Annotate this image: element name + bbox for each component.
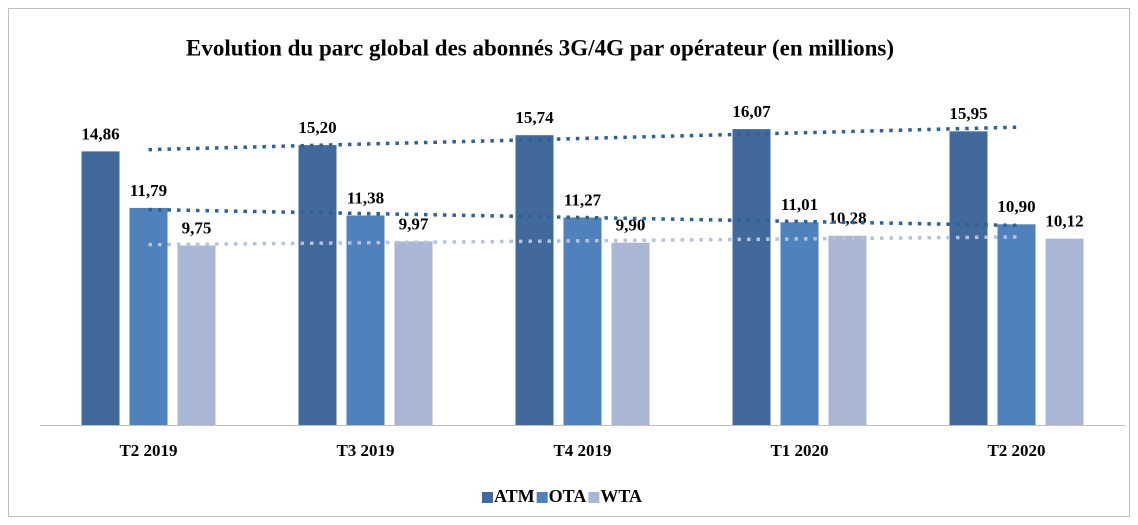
chart-title: Evolution du parc global des abonnés 3G/… xyxy=(186,35,894,60)
bar xyxy=(346,215,385,425)
data-label: 15,20 xyxy=(298,118,336,137)
legend-swatch xyxy=(536,492,548,503)
data-label: 10,90 xyxy=(997,197,1035,216)
bar xyxy=(949,131,988,426)
trendline xyxy=(148,207,1017,228)
data-label: 11,79 xyxy=(130,181,167,200)
bar xyxy=(611,242,650,425)
legend-label: ATM xyxy=(494,486,535,506)
data-label: 14,86 xyxy=(81,124,119,143)
data-label: 11,27 xyxy=(564,190,602,209)
x-tick-label: T1 2020 xyxy=(770,441,828,460)
bar xyxy=(1045,238,1084,425)
trendline xyxy=(148,125,1017,152)
data-label: 9,97 xyxy=(399,214,429,233)
data-label: 9,90 xyxy=(616,216,646,235)
data-label: 11,38 xyxy=(347,188,384,207)
bar xyxy=(81,151,120,425)
legend-label: OTA xyxy=(549,486,587,506)
bar xyxy=(732,129,771,426)
x-tick-label: T4 2019 xyxy=(553,441,611,460)
bar xyxy=(563,217,602,425)
bar xyxy=(997,224,1036,425)
trendline xyxy=(148,235,1017,247)
bar xyxy=(129,207,168,425)
data-label: 10,12 xyxy=(1045,212,1083,231)
bar xyxy=(515,135,554,425)
bar xyxy=(780,222,819,425)
bar xyxy=(177,245,216,425)
bar xyxy=(828,235,867,425)
bar xyxy=(394,241,433,425)
x-tick-label: T2 2020 xyxy=(987,441,1045,460)
legend-swatch xyxy=(482,492,493,503)
data-label: 15,74 xyxy=(515,108,554,127)
data-label: 15,95 xyxy=(949,104,987,123)
data-label: 9,75 xyxy=(182,218,212,237)
data-label: 11,01 xyxy=(781,195,818,214)
legend-swatch xyxy=(588,492,600,503)
legend-label: WTA xyxy=(600,486,642,506)
bar xyxy=(298,145,337,425)
x-tick-label: T2 2019 xyxy=(119,441,177,460)
data-label: 16,07 xyxy=(732,102,771,121)
x-tick-label: T3 2019 xyxy=(336,441,394,460)
data-label: 10,28 xyxy=(828,209,866,228)
